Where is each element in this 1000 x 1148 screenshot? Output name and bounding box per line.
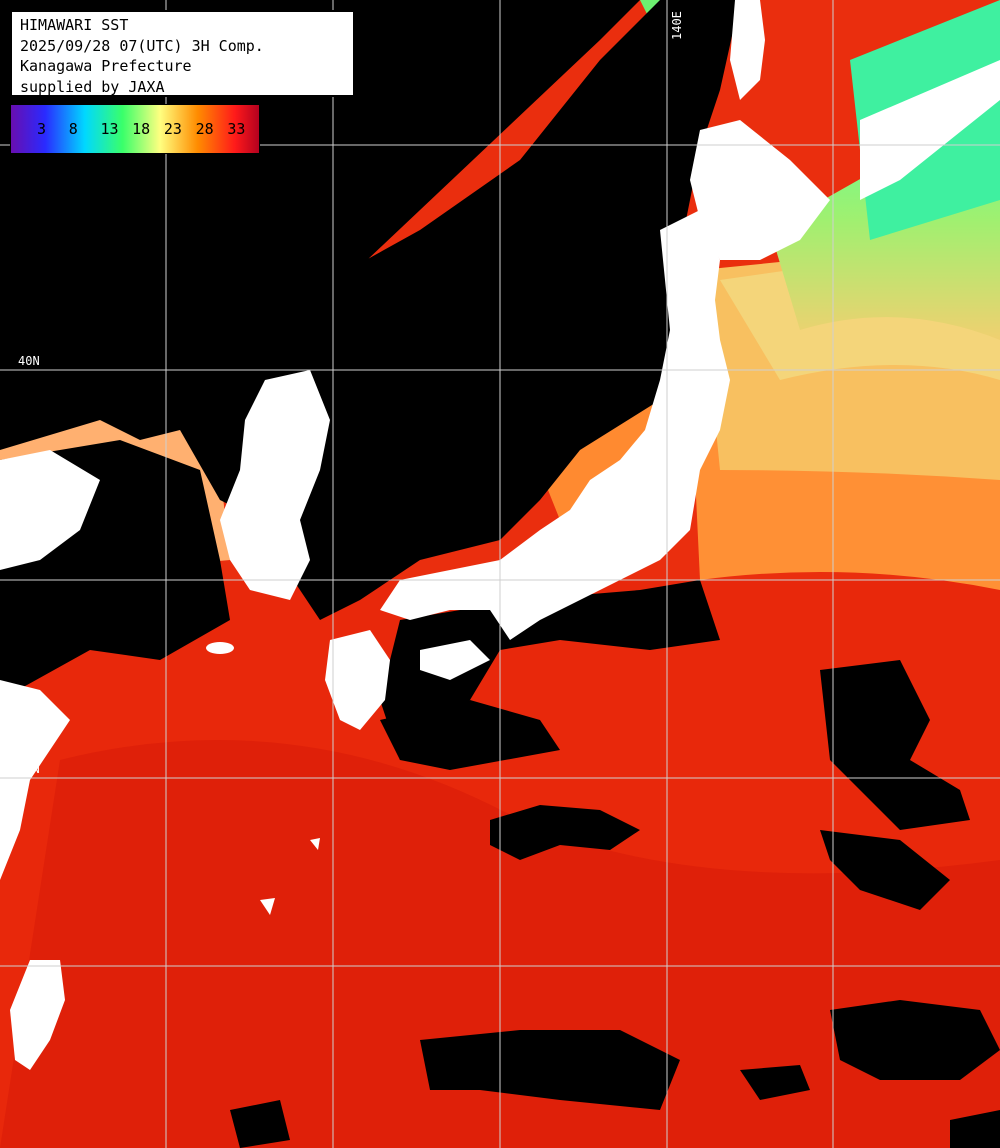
title-box: HIMAWARI SST 2025/09/28 07(UTC) 3H Comp.…	[10, 10, 355, 97]
title-line-4: supplied by JAXA	[20, 77, 165, 96]
hokkaido-land	[690, 120, 830, 260]
legend-label-28: 28	[195, 120, 214, 138]
legend-label-33: 33	[227, 120, 246, 138]
legend-label-23: 23	[163, 120, 182, 138]
land-mass	[0, 0, 1000, 1070]
title-line-3: Kanagawa Prefecture	[20, 57, 192, 75]
china-land	[0, 450, 100, 570]
legend-label-3: 3	[37, 120, 47, 138]
legend-bar	[10, 104, 260, 154]
taiwan-land	[10, 960, 65, 1070]
honshu-land	[380, 210, 730, 640]
kyushu-land	[325, 630, 390, 730]
lat-label-40n: 40N	[18, 354, 40, 368]
temperature-legend: 3 8 13 18 23 28 33	[10, 104, 260, 154]
legend-label-8: 8	[68, 120, 78, 138]
legend-label-13: 13	[100, 120, 119, 138]
korea-land	[220, 370, 330, 600]
lat-label-30n: 30N	[18, 762, 40, 776]
title-line-2: 2025/09/28 07(UTC) 3H Comp.	[20, 36, 264, 55]
lon-label-140e: 140E	[670, 11, 684, 40]
title-line-1: HIMAWARI SST	[20, 16, 129, 34]
legend-label-18: 18	[132, 120, 151, 138]
